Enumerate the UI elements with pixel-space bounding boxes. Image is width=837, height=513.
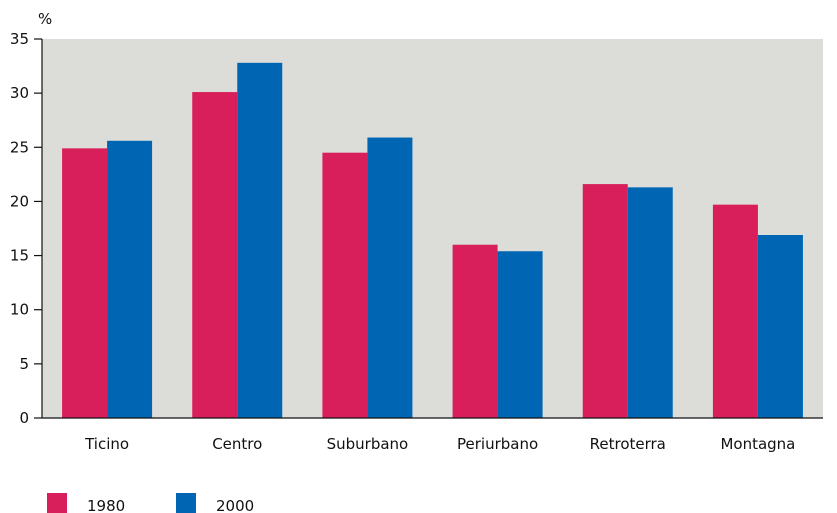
x-tick-label: Ticino [84, 435, 129, 453]
bar-1980-ticino [62, 148, 108, 418]
bar-1980-retroterra [582, 184, 628, 418]
x-tick-label: Suburbano [327, 435, 409, 453]
y-tick-label: 0 [19, 409, 29, 427]
x-axis-labels: Ticino Centro Suburbano Periurbano Retroterr… [84, 435, 795, 453]
plot-area [42, 39, 823, 418]
bar-2000-centro [237, 62, 283, 419]
x-tick-label: Montagna [720, 435, 795, 453]
y-axis-unit-label: % [38, 10, 52, 28]
bars-layer [62, 62, 803, 419]
bar-2000-periurbano [497, 251, 543, 418]
bar-2000-ticino [107, 140, 153, 418]
bar-1980-suburbano [322, 152, 368, 418]
bar-1980-centro [192, 92, 238, 418]
y-tick-label: 25 [10, 138, 29, 156]
legend-label-2000: 2000 [216, 497, 254, 513]
x-tick-label: Periurbano [457, 435, 538, 453]
legend-swatch-1980 [47, 493, 67, 513]
y-axis-ticks: 0 5 10 15 20 25 30 35 [10, 30, 42, 427]
bar-2000-suburbano [367, 137, 413, 419]
bar-1980-periurbano [452, 244, 498, 418]
bar-2000-montagna [757, 234, 803, 418]
x-tick-label: Retroterra [590, 435, 666, 453]
legend-label-1980: 1980 [87, 497, 125, 513]
y-tick-label: 30 [10, 84, 29, 102]
y-tick-label: 35 [10, 30, 29, 48]
legend: 1980 2000 [47, 493, 254, 513]
bar-2000-retroterra [627, 187, 673, 418]
legend-swatch-2000 [176, 493, 196, 513]
bar-1980-montagna [712, 204, 758, 418]
y-tick-label: 10 [10, 301, 29, 319]
y-tick-label: 15 [10, 247, 29, 265]
y-tick-label: 5 [19, 355, 29, 373]
x-tick-label: Centro [212, 435, 262, 453]
y-tick-label: 20 [10, 192, 29, 210]
